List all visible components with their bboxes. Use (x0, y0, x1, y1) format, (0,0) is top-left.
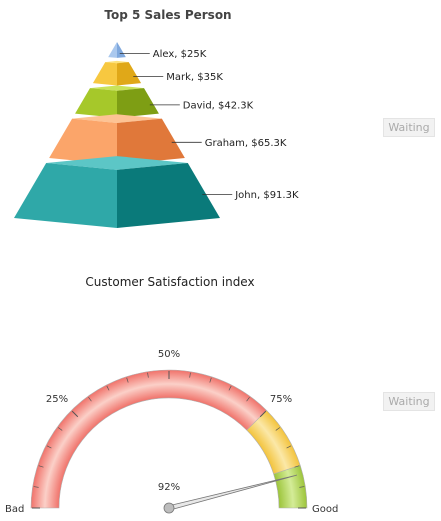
gauge-value-label: 92% (158, 482, 180, 493)
pyramid-data-label: John, $91.3K (234, 190, 299, 201)
pyramid-layer: Alex, $25K (108, 42, 207, 60)
gauge-tick (126, 377, 129, 383)
gauge-tick (246, 396, 250, 402)
pyramid-layer: Graham, $65.3K (49, 114, 287, 165)
gauge-tick (294, 465, 300, 468)
pyramid-layer: Mark, $35K (92, 60, 223, 86)
gauge-tick (147, 372, 149, 378)
pyramid-layer: John, $91.3K (14, 156, 299, 228)
pyramid-chart: Top 5 Sales Person Alex, $25K Mark, $35K D… (14, 8, 299, 228)
pyramid-data-label: David, $42.3K (183, 100, 254, 111)
gauge-tick (259, 410, 267, 418)
gauge-body: 25% 50% 75% (30, 349, 308, 514)
pyramid-data-label: Mark, $35K (166, 72, 223, 83)
gauge-tick (38, 465, 44, 468)
pyramid-layer-top (72, 114, 162, 123)
pyramid-layer-top (89, 85, 145, 91)
gauge-tick (88, 396, 92, 402)
pyramid-layer-right-face (117, 42, 126, 58)
gauge-tick (189, 372, 191, 378)
gauge-title: Customer Satisfaction index (85, 275, 254, 289)
pyramid-layer-right-face (117, 62, 142, 86)
gauge-tick (33, 486, 39, 488)
waiting-status-gauge: Waiting (383, 392, 435, 411)
pyramid-layer: David, $42.3K (75, 85, 254, 118)
gauge-tick (46, 445, 52, 449)
pyramid-layer-right-face (117, 88, 159, 118)
gauge-tick (275, 427, 281, 431)
gauge-needle (167, 474, 297, 511)
gauge-tick-label: 50% (158, 349, 180, 360)
gauge-band (30, 369, 268, 509)
gauge-tick (299, 486, 305, 488)
gauge-tick (71, 410, 79, 418)
gauge-chart: Customer Satisfaction index 25% 50% 75% Ba… (5, 275, 338, 515)
pyramid-data-label: Alex, $25K (153, 49, 207, 60)
gauge-tick (106, 385, 110, 391)
gauge-tick (286, 445, 292, 449)
gauge-max-label: Good (312, 504, 338, 515)
pyramid-layer-left-face (108, 42, 117, 58)
gauge-band (273, 464, 308, 509)
pyramid-layer-left-face (14, 162, 117, 228)
pyramid-title: Top 5 Sales Person (104, 8, 231, 22)
pyramid-layer-left-face (49, 118, 118, 165)
pyramid-layer-top (46, 156, 188, 170)
pyramid-data-label: Graham, $65.3K (205, 138, 287, 149)
pyramid-layers: Alex, $25K Mark, $35K David, $42.3K Graham,… (14, 42, 299, 228)
gauge-min-label: Bad (5, 504, 24, 515)
pyramid-layer-right-face (117, 162, 220, 228)
pyramid-layer-right-face (117, 118, 185, 165)
pyramid-layer-left-face (92, 62, 117, 86)
gauge-tick-label: 75% (270, 394, 292, 405)
gauge-tick (57, 427, 63, 431)
gauge-tick-label: 25% (46, 394, 68, 405)
gauge-tick (228, 385, 232, 391)
waiting-status-pyramid: Waiting (383, 118, 435, 137)
gauge-pivot (163, 502, 175, 514)
gauge-tick (209, 377, 212, 383)
pyramid-layer-left-face (75, 88, 117, 118)
